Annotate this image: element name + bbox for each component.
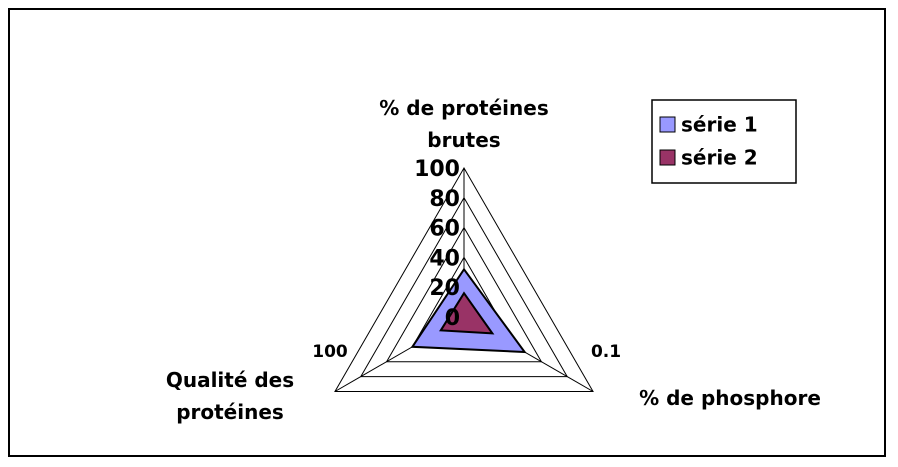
chart-frame [8, 8, 886, 457]
tick-label: 80 [429, 187, 460, 212]
category-label: % de protéines brutes [379, 96, 549, 152]
grid-line [359, 196, 569, 378]
grid-line [385, 226, 543, 363]
legend-box [651, 99, 797, 184]
category-label: % de phosphore [639, 386, 821, 410]
tick-label: 40 [429, 246, 460, 271]
legend-swatch [659, 149, 676, 166]
tick-label: 20 [429, 276, 460, 301]
legend-label: série 2 [681, 146, 758, 170]
annotation: 100 [312, 342, 348, 362]
category-label: Qualité des protéines [165, 368, 295, 424]
tick-label: 100 [414, 157, 460, 182]
legend-swatch [659, 116, 676, 133]
radar-area [439, 291, 495, 335]
annotation: 0.1 [591, 342, 621, 362]
legend-label: série 1 [681, 113, 758, 137]
tick-label: 0 [445, 306, 460, 331]
grid-line [334, 166, 594, 392]
tick-label: 60 [429, 217, 460, 242]
